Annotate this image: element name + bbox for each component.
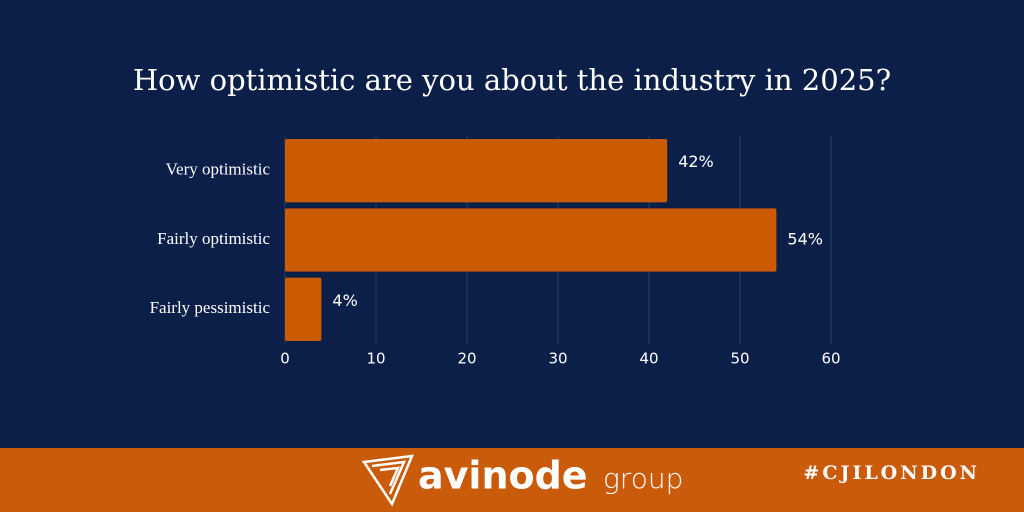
x-tick-label: 20 (457, 350, 476, 368)
x-tick-label: 10 (366, 350, 385, 368)
x-tick-label: 50 (730, 350, 749, 368)
brand-suffix: group (603, 462, 683, 495)
value-label: 4% (332, 291, 357, 310)
bar (285, 277, 322, 341)
x-tick-label: 30 (548, 350, 567, 368)
bar (285, 208, 777, 272)
value-label: 42% (678, 152, 714, 171)
hashtag: #CJILONDON (803, 462, 980, 484)
brand: avinode (418, 454, 588, 498)
brand-logo-icon (361, 454, 414, 507)
footer-band (0, 448, 1024, 512)
y-tick-label: Fairly optimistic (157, 229, 270, 248)
chart-title: How optimistic are you about the industr… (133, 63, 891, 97)
plot: 0 10 20 30 40 50 60 Very optimistic 42% Fairly op… (150, 136, 841, 368)
x-tick-label: 40 (639, 350, 658, 368)
x-tick-label: 60 (821, 350, 840, 368)
value-label: 54% (787, 230, 823, 249)
bar (285, 139, 668, 203)
y-tick-label: Fairly pessimistic (150, 298, 271, 317)
y-tick-label: Very optimistic (166, 160, 271, 179)
x-tick-label: 0 (280, 350, 290, 368)
